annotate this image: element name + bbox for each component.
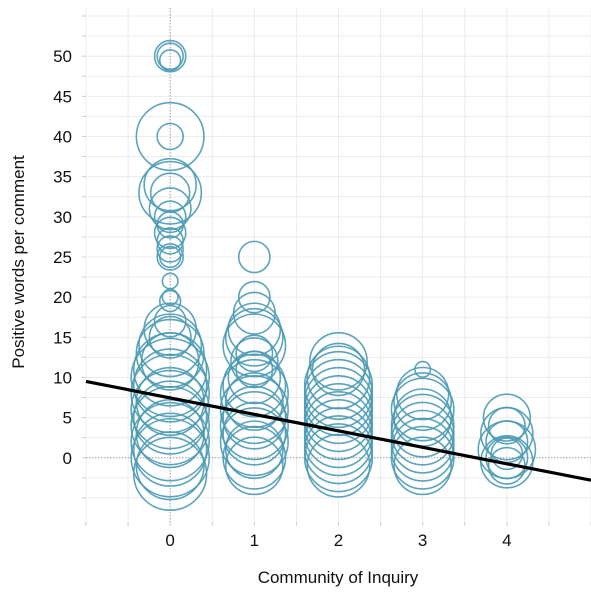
data-point (485, 436, 529, 480)
data-point (490, 437, 524, 471)
data-point (153, 216, 187, 250)
data-point (222, 353, 287, 418)
data-point (390, 377, 455, 442)
data-point (390, 401, 455, 466)
data-point (303, 399, 374, 469)
data-point (135, 399, 205, 469)
data-point (224, 436, 284, 496)
data-point (135, 366, 205, 437)
data-point (130, 385, 210, 466)
data-point (306, 433, 371, 498)
y-axis-title: Positive words per comment (9, 155, 28, 369)
data-point (230, 337, 279, 386)
data-point (153, 200, 187, 234)
data-point (148, 187, 192, 231)
data-point (222, 385, 287, 450)
y-tick-label: 0 (63, 449, 72, 468)
y-tick-label: 15 (53, 328, 72, 347)
data-point (237, 240, 271, 274)
data-point (132, 348, 208, 423)
data-point (390, 393, 455, 458)
data-point (237, 280, 271, 314)
y-tick-label: 30 (53, 208, 72, 227)
data-point (303, 415, 374, 485)
y-tick-label: 50 (53, 47, 72, 66)
data-point (393, 436, 453, 496)
data-point (219, 374, 289, 445)
data-point (303, 423, 374, 493)
data-point (219, 407, 289, 477)
data-point (156, 227, 184, 255)
x-axis-title: Community of Inquiry (258, 568, 419, 587)
data-point (224, 307, 284, 367)
data-point (480, 434, 534, 489)
data-point (135, 101, 205, 172)
data-point (222, 425, 287, 490)
zero-lines (86, 8, 591, 522)
y-tick-label: 40 (53, 128, 72, 147)
x-tick-label: 1 (250, 531, 259, 550)
data-point (390, 417, 455, 482)
axis-ticks (82, 15, 591, 526)
y-tick-label: 5 (63, 409, 72, 428)
data-point (132, 412, 208, 487)
x-tick-labels: 0 1 2 3 4 (165, 531, 511, 550)
data-point (227, 350, 282, 405)
data-point (224, 420, 284, 480)
data-point (132, 332, 208, 407)
data-point (135, 431, 205, 501)
data-point (311, 342, 366, 397)
x-tick-label: 2 (334, 531, 343, 550)
data-point (130, 337, 210, 418)
data-point (130, 369, 210, 450)
data-point (143, 157, 197, 212)
data-point (130, 417, 210, 498)
trend-line (85, 379, 591, 482)
data-point (309, 331, 368, 391)
data-point (148, 315, 192, 359)
data-point (158, 245, 182, 269)
x-tick-label: 4 (502, 531, 511, 550)
data-point (138, 160, 203, 225)
x-tick-label: 0 (165, 531, 174, 550)
data-point (303, 382, 374, 453)
data-point (156, 235, 184, 263)
data-point (153, 304, 187, 338)
data-point (303, 358, 374, 429)
y-tick-label: 10 (53, 368, 72, 387)
data-point (132, 380, 208, 455)
data-point (156, 42, 184, 70)
y-tick-labels: 0 5 10 15 20 25 30 35 40 45 50 (53, 47, 72, 468)
data-point (153, 39, 187, 73)
data-point (235, 334, 274, 373)
data-point (482, 393, 532, 442)
y-tick-label: 45 (53, 87, 72, 106)
data-point (130, 401, 210, 482)
data-point (158, 49, 182, 72)
data-point (158, 289, 182, 313)
data-point (132, 436, 208, 512)
data-point (390, 425, 455, 490)
data-point (156, 243, 184, 271)
data-point (303, 374, 374, 445)
y-tick-label: 20 (53, 288, 72, 307)
x-tick-label: 3 (418, 531, 427, 550)
data-point (303, 407, 374, 477)
data-point (156, 122, 184, 151)
data-point (222, 401, 287, 466)
y-tick-label: 25 (53, 248, 72, 267)
y-tick-label: 35 (53, 168, 72, 187)
data-point (393, 372, 453, 431)
data-point (480, 406, 534, 461)
data-point (219, 391, 289, 461)
data-point (138, 313, 203, 378)
data-point (224, 372, 284, 431)
grid (85, 8, 591, 522)
data-points (130, 39, 537, 512)
data-point (303, 350, 374, 421)
